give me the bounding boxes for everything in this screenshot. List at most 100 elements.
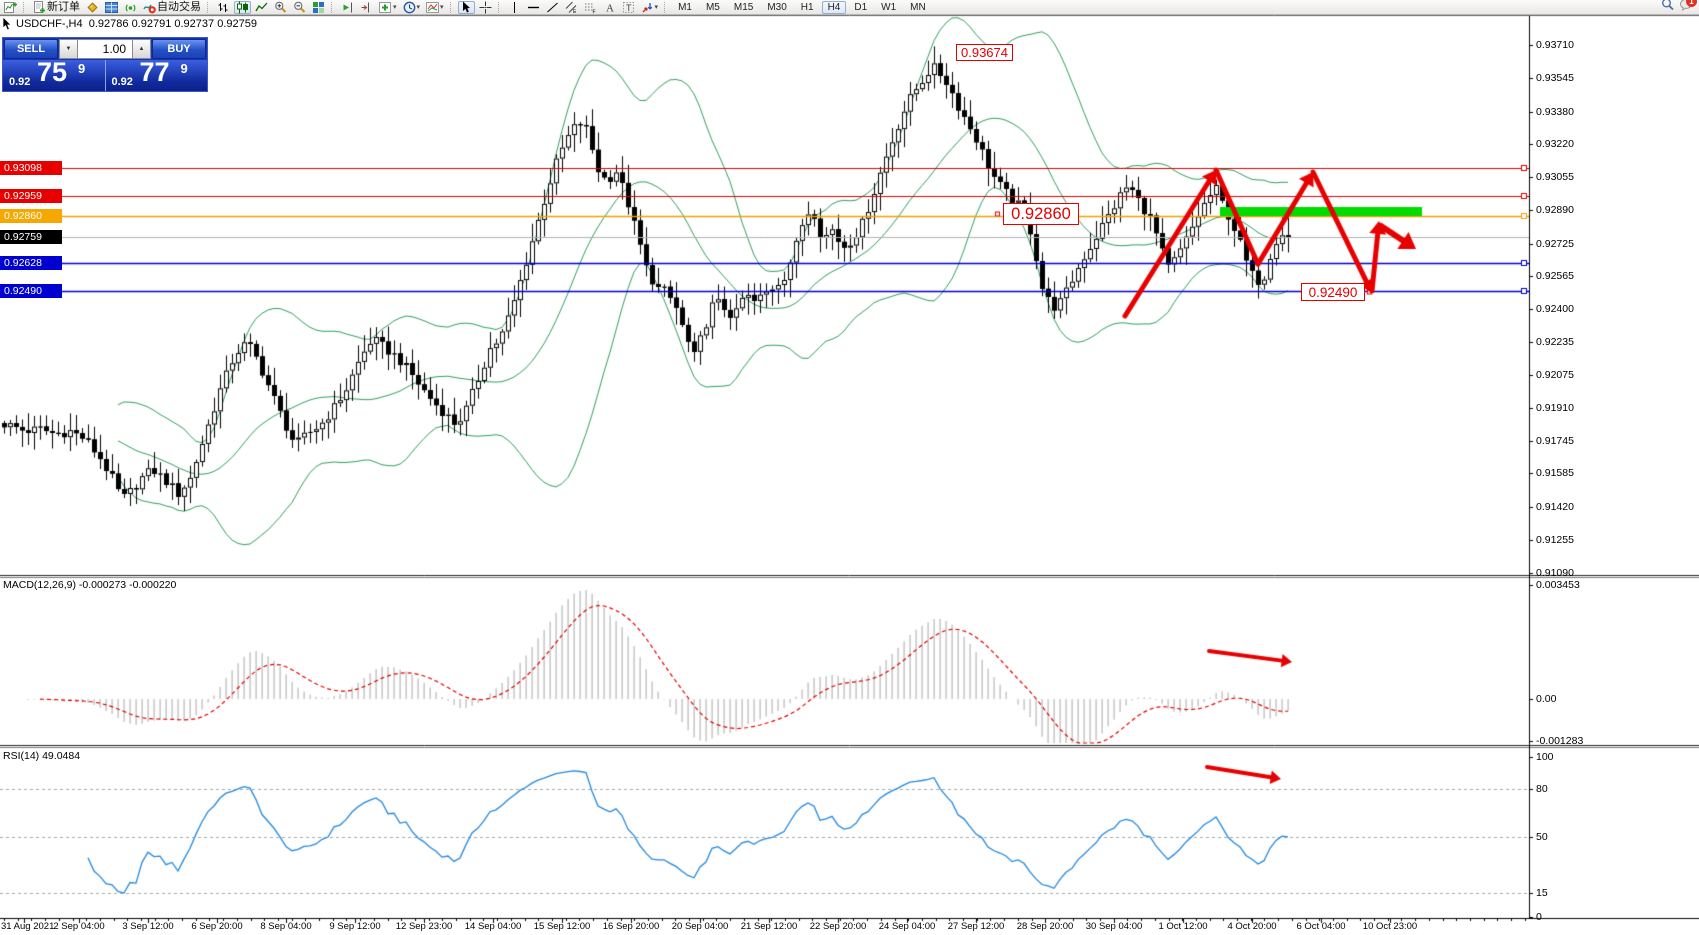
- signals-icon[interactable]: [122, 1, 139, 14]
- templates-icon[interactable]: ▾: [424, 1, 446, 14]
- new-order-button[interactable]: 新订单: [31, 0, 82, 14]
- zoom-in-icon[interactable]: [272, 1, 289, 14]
- line-chart-icon[interactable]: [253, 1, 270, 14]
- price-axis-tag: 0.92628: [0, 256, 62, 271]
- timeframe-button-m15[interactable]: M15: [733, 1, 754, 13]
- timeframe-button-w1[interactable]: W1: [881, 1, 897, 13]
- time-axis-label: 28 Sep 20:00: [1016, 921, 1074, 932]
- trade-controls-row: SELL ▼ 1.00 ▲ BUY: [3, 38, 207, 60]
- search-icon[interactable]: [1661, 0, 1674, 16]
- templates-dropdown-arrow[interactable]: ▾: [440, 3, 444, 11]
- timeframe-button-d1[interactable]: D1: [854, 1, 868, 13]
- ask-price-display[interactable]: 0.92 77 9: [105, 57, 207, 91]
- price-label-mid[interactable]: 0.92860: [1003, 203, 1079, 225]
- fibonacci-icon[interactable]: F: [582, 1, 599, 14]
- new-order-icon: [33, 0, 46, 14]
- bid-price-display[interactable]: 0.92 75 9: [3, 57, 106, 91]
- line-chart-icon: [255, 1, 268, 14]
- indicators-dropdown-arrow[interactable]: ▾: [393, 3, 397, 11]
- trendline-icon[interactable]: [544, 1, 561, 14]
- time-axis-label: 9 Sep 12:00: [329, 921, 381, 932]
- time-axis-label: 31 Aug 2021: [1, 921, 55, 932]
- crosshair-icon[interactable]: [477, 1, 494, 14]
- price-axis-tick: 0.91090: [1536, 567, 1574, 580]
- buy-button[interactable]: BUY: [152, 39, 206, 59]
- time-axis-label: 30 Sep 04:00: [1085, 921, 1143, 932]
- price-axis-tick: 0.92890: [1536, 204, 1574, 217]
- price-axis-tick: 0.92725: [1536, 237, 1574, 250]
- fibonacci-icon: F: [584, 1, 597, 14]
- price-axis-tick: 0.93220: [1536, 137, 1574, 150]
- price-axis-tick: 0.92400: [1536, 303, 1574, 316]
- rsi-axis-tick: 0: [1536, 911, 1542, 923]
- price-label-high[interactable]: 0.93674: [956, 44, 1013, 61]
- horizontal-line-icon[interactable]: [525, 1, 542, 14]
- time-axis-label: 6 Sep 20:00: [191, 921, 243, 932]
- time-axis-label: 3 Sep 12:00: [122, 921, 174, 932]
- volume-input[interactable]: 1.00: [78, 39, 132, 59]
- chart-shift-icon[interactable]: [358, 1, 375, 14]
- trade-prices-row: 0.92 75 9 0.92 77 9: [3, 57, 207, 91]
- timeframe-button-h4[interactable]: H4: [821, 0, 847, 14]
- text-label-icon: T: [622, 1, 635, 14]
- arrows-dropdown-arrow[interactable]: ▾: [654, 3, 659, 11]
- tile-windows-icon: [312, 1, 325, 14]
- timeframe-button-h1[interactable]: H1: [800, 1, 814, 13]
- time-axis-label: 15 Sep 12:00: [533, 921, 591, 932]
- price-axis-tag: 0.92860: [0, 209, 62, 224]
- periods-icon[interactable]: ▾: [401, 1, 423, 14]
- new-chart-icon[interactable]: [2, 1, 19, 14]
- time-axis-label: 2 Sep 04:00: [53, 921, 105, 932]
- timeframe-button-m1[interactable]: M1: [678, 1, 692, 13]
- chart-title: USDCHF-,H4 0.92786 0.92791 0.92737 0.927…: [16, 18, 257, 30]
- price-axis-tick: 0.91745: [1536, 435, 1574, 448]
- periods-dropdown-arrow[interactable]: ▾: [416, 3, 421, 11]
- volume-decrease-button[interactable]: ▼: [59, 39, 78, 59]
- autotrading-icon: [143, 1, 156, 14]
- profiles-icon[interactable]: [84, 1, 101, 14]
- zoom-out-icon[interactable]: [291, 1, 308, 14]
- text-label-icon[interactable]: T: [620, 1, 637, 14]
- candle-chart-icon[interactable]: [234, 0, 251, 14]
- chat-icon[interactable]: 1: [1680, 0, 1697, 16]
- autotrading-button[interactable]: 自动交易: [141, 1, 203, 14]
- macd-axis-tick: 0.00: [1536, 693, 1557, 705]
- auto-scroll-icon: [341, 1, 354, 14]
- channel-icon[interactable]: E: [563, 1, 580, 14]
- time-axis-label: 14 Sep 04:00: [464, 921, 522, 932]
- cursor-icon[interactable]: [457, 0, 475, 14]
- price-axis-tag: 0.93098: [0, 161, 62, 176]
- indicators-icon: [379, 1, 392, 14]
- price-label-low[interactable]: 0.92490: [1301, 283, 1365, 301]
- timeframe-button-m30[interactable]: M30: [767, 1, 787, 13]
- price-axis-tick: 0.92235: [1536, 336, 1574, 349]
- rsi-axis-tick: 80: [1536, 783, 1548, 795]
- vertical-line-icon[interactable]: [506, 1, 523, 14]
- new-order-button-label: 新订单: [47, 0, 80, 13]
- horizontal-line-icon: [527, 1, 540, 14]
- bar-chart-icon[interactable]: [215, 1, 232, 14]
- bar-chart-icon: [217, 1, 230, 14]
- price-axis-tick: 0.93380: [1536, 105, 1574, 118]
- toolbar-separator: [497, 1, 502, 13]
- price-axis-tag: 0.92490: [0, 283, 62, 298]
- auto-scroll-icon[interactable]: [339, 1, 356, 14]
- indicators-icon[interactable]: ▾: [377, 1, 399, 14]
- time-axis-label: 16 Sep 20:00: [602, 921, 660, 932]
- text-icon[interactable]: A: [601, 1, 618, 14]
- price-axis-tick: 0.93545: [1536, 72, 1574, 85]
- market-watch-icon[interactable]: [103, 1, 120, 14]
- timeframe-button-mn[interactable]: MN: [910, 1, 926, 13]
- arrows-icon[interactable]: ▾: [639, 1, 661, 14]
- volume-increase-button[interactable]: ▲: [132, 39, 151, 59]
- toolbar-right-group: 1: [1661, 0, 1699, 16]
- timeframe-button-m5[interactable]: M5: [705, 1, 720, 13]
- tile-windows-icon[interactable]: [310, 1, 327, 14]
- svg-text:T: T: [626, 3, 632, 13]
- sell-button[interactable]: SELL: [4, 39, 58, 59]
- profiles-icon: [86, 1, 99, 14]
- volume-stepper: ▼ 1.00 ▲: [59, 39, 151, 59]
- time-axis-label: 6 Oct 04:00: [1296, 921, 1346, 932]
